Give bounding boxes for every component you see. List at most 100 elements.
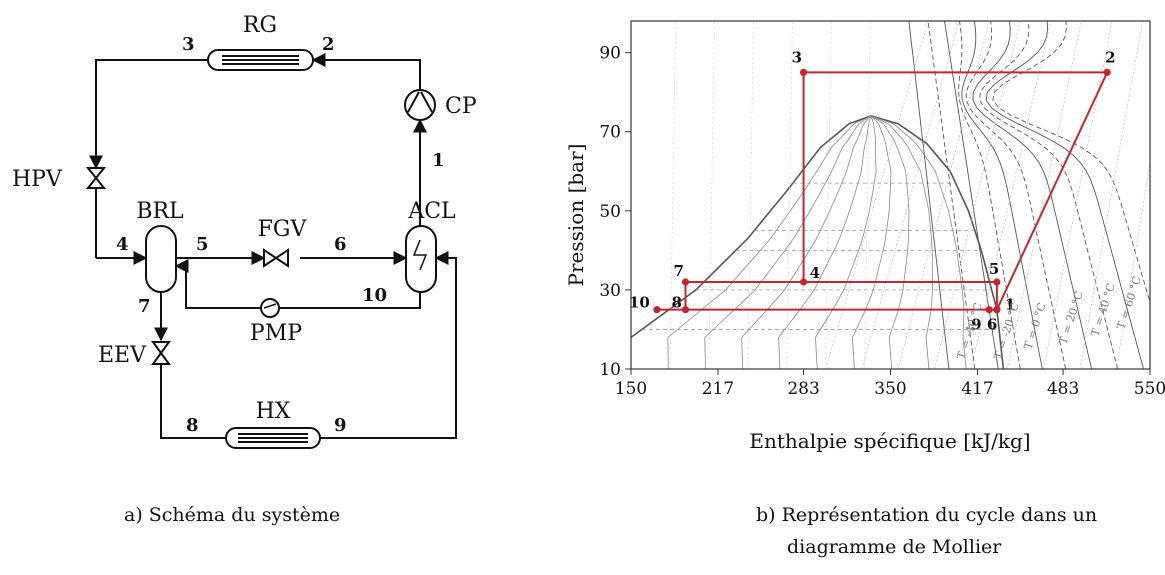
state-point-label-1: 1 — [1005, 296, 1015, 314]
state-point-label-9: 9 — [971, 316, 981, 334]
state-point-label-10: 10 — [629, 294, 650, 312]
isotherm-line — [979, 21, 1119, 369]
pipe-2-3 — [311, 53, 421, 90]
schema-caption: a) Schéma du système — [124, 504, 340, 526]
state-1-label: 1 — [432, 150, 445, 171]
isentrope-line — [825, 21, 929, 369]
state-point-10 — [653, 306, 661, 314]
quality-line — [870, 115, 967, 369]
x-tick-label: 283 — [787, 379, 819, 399]
pipe-pmp-brl — [174, 259, 261, 309]
y-tick-label: 10 — [599, 360, 621, 380]
isentrope-line — [1043, 21, 1113, 369]
isotherm-label: T = 20 °C — [1056, 290, 1085, 346]
state-point-label-2: 2 — [1105, 48, 1115, 66]
state-8-label: 8 — [186, 415, 199, 436]
isentrope-line — [1079, 21, 1144, 369]
isentrope-line — [1006, 21, 1082, 369]
state-point-label-7: 7 — [673, 262, 683, 280]
quality-line — [741, 115, 872, 369]
state-point-5 — [993, 278, 1001, 286]
x-tick-label: 483 — [1047, 379, 1079, 399]
isotherm-line — [965, 21, 1067, 369]
liquid-isotherm-line — [864, 21, 871, 369]
state-point-9 — [985, 306, 993, 314]
quality-line — [870, 115, 933, 369]
state-5-label: 5 — [196, 234, 209, 255]
hx-label: HX — [256, 399, 291, 424]
y-tick-label: 90 — [599, 44, 621, 64]
x-tick-label: 150 — [615, 379, 647, 399]
hpv-valve — [85, 167, 107, 189]
brl-receiver — [145, 225, 177, 293]
quality-line — [870, 115, 910, 369]
isotherm-line — [961, 21, 1043, 369]
state-7-label: 7 — [138, 296, 151, 317]
state-10-label: 10 — [362, 285, 387, 306]
x-tick-label: 550 — [1134, 379, 1165, 399]
rg-label: RG — [243, 13, 277, 38]
isentrope-line — [1115, 161, 1150, 369]
state-point-label-3: 3 — [792, 48, 802, 66]
liquid-isotherm-line — [786, 21, 793, 369]
isotherm-line — [958, 21, 1021, 369]
acl-accumulator — [405, 225, 437, 293]
state-6-label: 6 — [334, 234, 347, 255]
state-point-7 — [681, 278, 690, 286]
state-point-4 — [799, 278, 808, 286]
quality-line — [815, 115, 877, 369]
mollier-caption-line2: diagramme de Mollier — [787, 536, 1002, 558]
isentrope-line — [970, 21, 1052, 369]
state-point-label-8: 8 — [671, 294, 681, 312]
cycle-segment-1-2 — [995, 71, 1109, 311]
y-axis-label: Pression [bar] — [564, 144, 588, 287]
liquid-isotherm-line — [825, 21, 832, 369]
x-tick-label: 350 — [874, 379, 906, 399]
state-point-3 — [799, 68, 808, 77]
state-4-label: 4 — [116, 234, 129, 255]
isentrope-line — [861, 21, 960, 369]
mollier-caption-line1: b) Représentation du cycle dans un — [756, 504, 1097, 526]
pipe-9 — [320, 251, 457, 439]
pipe-10 — [279, 290, 421, 309]
pipe-eev-hx — [160, 365, 226, 439]
pmp-pump — [260, 298, 280, 318]
acl-label: ACL — [407, 199, 456, 224]
cp-compressor — [404, 89, 436, 121]
isotherm-label: T = 40 °C — [1088, 282, 1117, 338]
x-tick-label: 217 — [702, 379, 734, 399]
state-9-label: 9 — [334, 415, 347, 436]
pipe-3-hpv — [89, 59, 208, 170]
state-point-label-6: 6 — [987, 316, 997, 334]
thermo-cycle: 1 2 3 4 5 6 7 8 9 10 — [629, 48, 1116, 333]
brl-label: BRL — [136, 199, 184, 224]
state-point-6 — [993, 306, 1001, 314]
rg-heat-exchanger — [207, 49, 314, 71]
state-3-label: 3 — [182, 34, 195, 55]
quality-line — [667, 115, 872, 369]
fgv-label: FGV — [258, 217, 308, 242]
isotherm-label: T = 60 °C — [1114, 275, 1143, 331]
liquid-isotherm-line — [708, 21, 715, 369]
y-tick-label: 70 — [599, 123, 621, 143]
eev-valve — [151, 341, 171, 365]
fgv-valve — [263, 248, 289, 268]
hx-heat-exchanger — [225, 427, 321, 449]
liquid-isotherm-line — [747, 21, 754, 369]
system-schematic — [85, 49, 457, 449]
y-tick-label: 30 — [599, 281, 621, 301]
state-2-label: 2 — [322, 34, 335, 55]
isotherm-label: T = 0 °C — [1021, 301, 1048, 351]
isotherm-line — [985, 21, 1144, 369]
y-tick-label: 50 — [599, 202, 621, 222]
pmp-label: PMP — [250, 321, 302, 346]
liquid-isotherm-line — [669, 21, 676, 369]
state-point-8 — [681, 306, 690, 314]
state-point-2 — [1103, 68, 1111, 77]
isotherm-line — [908, 21, 950, 369]
schematic-labels: RG CP HPV BRL FGV ACL PMP EEV HX 1 2 3 4… — [12, 13, 477, 436]
isotherm-line — [927, 21, 976, 369]
mollier-chart: 150 217 283 350 417 483 550 10 30 50 70 90 1 2 3 4 5 6 7 8… — [564, 20, 1165, 453]
